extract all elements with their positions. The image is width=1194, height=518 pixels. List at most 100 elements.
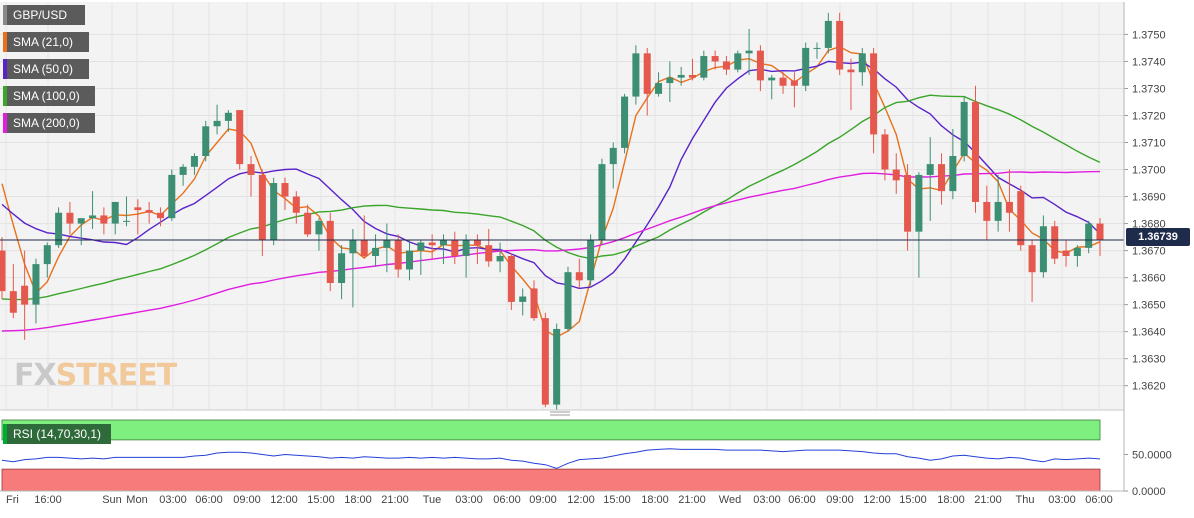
candle-body	[462, 239, 470, 256]
current-price-badge: 1.36739	[1126, 228, 1190, 246]
x-tick-label: 03:00	[1048, 494, 1076, 506]
rsi-legend[interactable]: RSI (14,70,30,1)	[3, 424, 112, 444]
candle-body	[836, 20, 844, 70]
legend-sma-21[interactable]: SMA (21,0)	[3, 32, 89, 52]
y-tick-label: 1.3700	[1132, 165, 1166, 177]
candle-body	[66, 212, 74, 224]
candle-body	[338, 253, 346, 284]
candle-body	[813, 47, 821, 49]
rsi-y-tick-label: 50.0000	[1132, 450, 1172, 462]
legend-sma-200[interactable]: SMA (200,0)	[3, 113, 95, 133]
x-tick-label: 03:00	[753, 494, 781, 506]
candle-body	[236, 110, 244, 165]
y-tick-label: 1.3690	[1132, 192, 1166, 204]
candle-body	[213, 120, 221, 127]
sma-line-100	[1, 94, 1101, 301]
x-tick-label: 06:00	[195, 494, 223, 506]
candle-body	[983, 201, 991, 221]
legend-sma-50[interactable]: SMA (50,0)	[3, 59, 89, 79]
x-tick-label: Tue	[423, 494, 442, 506]
candle-body	[32, 264, 40, 305]
legend-sma-100[interactable]: SMA (100,0)	[3, 86, 95, 106]
x-tick-label: 03:00	[159, 494, 187, 506]
x-tick-label: 06:00	[788, 494, 816, 506]
candle-body	[949, 156, 957, 192]
candle-body	[643, 53, 651, 94]
candle-body	[802, 47, 810, 86]
x-tick-label: 15:00	[899, 494, 927, 506]
y-axis-ticks: 1.3750 1.3740 1.3730 1.3720 1.3710 1.3700 1.36…	[1124, 29, 1166, 393]
x-tick-label: 09:00	[826, 494, 854, 506]
y-tick-label: 1.3680	[1132, 219, 1166, 231]
x-tick-label: Sun	[102, 494, 122, 506]
x-tick-label: Wed	[719, 494, 741, 506]
candle-body	[123, 220, 131, 222]
candle-body	[270, 183, 278, 240]
candle-body	[779, 77, 787, 86]
candle-body	[971, 101, 979, 202]
candle-body	[360, 239, 368, 256]
grid	[0, 2, 1124, 491]
rsi-line	[1, 448, 1101, 469]
candle-body	[349, 239, 357, 254]
candle-body	[722, 61, 730, 70]
candle-body	[575, 272, 583, 281]
candle-body	[394, 239, 402, 270]
candle-body	[960, 101, 968, 157]
x-tick-label: 12:00	[863, 494, 891, 506]
candle-body	[326, 220, 334, 284]
x-tick-label: 18:00	[937, 494, 965, 506]
y-tick-label: 1.3620	[1132, 381, 1166, 393]
candle-body	[202, 126, 210, 157]
y-tick-label: 1.3730	[1132, 83, 1166, 95]
candle-body	[1096, 223, 1104, 240]
candle-body	[1062, 250, 1070, 256]
x-tick-label: 16:00	[34, 494, 62, 506]
candle-body	[258, 174, 266, 240]
y-tick-label: 1.3630	[1132, 354, 1166, 366]
candle-body	[587, 239, 595, 281]
x-tick-label: 21:00	[974, 494, 1002, 506]
candle-body	[9, 291, 17, 313]
x-tick-label: 18:00	[344, 494, 372, 506]
candle-body	[1005, 201, 1013, 213]
candle-body	[77, 218, 85, 224]
candle-body	[938, 164, 946, 192]
x-tick-label: 15:00	[603, 494, 631, 506]
candle-body	[1028, 245, 1036, 273]
candle-body	[168, 174, 176, 219]
candle-body	[892, 169, 900, 181]
x-tick-label: 21:00	[678, 494, 706, 506]
x-axis-ticks: Fri 16:00 Sun Mon 03:00 06:00 09:00 12:00 15:00 1…	[6, 494, 1113, 506]
y-tick-label: 1.3650	[1132, 300, 1166, 312]
candle-body	[711, 56, 719, 62]
candle-body	[904, 174, 912, 232]
candle-body	[134, 207, 142, 211]
candle-body	[247, 164, 255, 175]
candle-body	[632, 53, 640, 97]
candle-body	[609, 147, 617, 165]
candle-body	[451, 239, 459, 256]
candle-body	[655, 83, 663, 94]
candle-body	[666, 77, 674, 84]
candle-body	[439, 239, 447, 246]
candle-body	[405, 250, 414, 270]
candle-body	[496, 255, 504, 262]
legend-symbol[interactable]: GBP/USD	[3, 5, 85, 25]
candle-body	[1051, 226, 1059, 259]
candle-body	[530, 288, 538, 319]
candle-body	[1073, 247, 1081, 256]
rsi-oversold-zone	[1, 468, 1101, 492]
candle-body	[224, 112, 232, 121]
x-tick-label: 18:00	[641, 494, 669, 506]
candle-body	[870, 53, 878, 135]
candle-body	[519, 296, 527, 302]
candle-body	[564, 272, 572, 329]
candle-body	[43, 245, 51, 265]
candle-body	[926, 164, 934, 175]
x-tick-label: 03:00	[455, 494, 483, 506]
candle-body	[858, 53, 866, 73]
candle-body	[734, 53, 742, 70]
candle-body	[1085, 223, 1093, 248]
chart-frame	[0, 2, 1125, 492]
